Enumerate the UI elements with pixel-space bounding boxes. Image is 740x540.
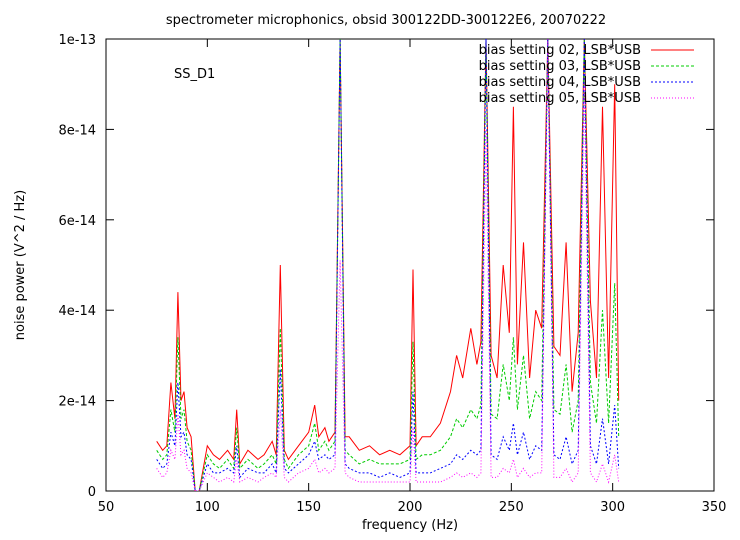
- plot-annotation: SS_D1: [174, 67, 215, 82]
- y-tick-label: 1e-13: [58, 33, 96, 48]
- y-tick-label: 8e-14: [58, 123, 96, 138]
- x-tick-label: 250: [499, 500, 524, 515]
- series-line-2: [156, 39, 620, 491]
- legend-label-1: bias setting 02, LSB*USB: [479, 43, 641, 58]
- y-tick-label: 4e-14: [58, 304, 96, 319]
- y-tick-label: 6e-14: [58, 214, 96, 229]
- x-tick-label: 150: [296, 500, 321, 515]
- series-layer: [156, 39, 620, 491]
- y-tick-label: 0: [88, 485, 96, 500]
- x-tick-label: 300: [600, 500, 625, 515]
- x-tick-label: 100: [195, 500, 220, 515]
- x-tick-label: 350: [702, 500, 727, 515]
- x-axis: 50 100 150 200 250 300 350: [98, 39, 727, 515]
- legend-label-3: bias setting 04, LSB*USB: [479, 75, 641, 90]
- x-tick-label: 200: [398, 500, 423, 515]
- chart-title: spectrometer microphonics, obsid 300122D…: [166, 13, 606, 28]
- y-axis-label: noise power (V^2 / Hz): [13, 190, 28, 340]
- legend-label-2: bias setting 03, LSB*USB: [479, 59, 641, 74]
- x-tick-label: 50: [98, 500, 115, 515]
- y-tick-label: 2e-14: [58, 395, 96, 410]
- series-line-1: [156, 39, 620, 491]
- series-line-3: [156, 39, 620, 491]
- legend-label-4: bias setting 05, LSB*USB: [479, 91, 641, 106]
- y-axis: 0 2e-14 4e-14 6e-14 8e-14 1e-13: [58, 33, 714, 500]
- x-axis-label: frequency (Hz): [362, 518, 458, 533]
